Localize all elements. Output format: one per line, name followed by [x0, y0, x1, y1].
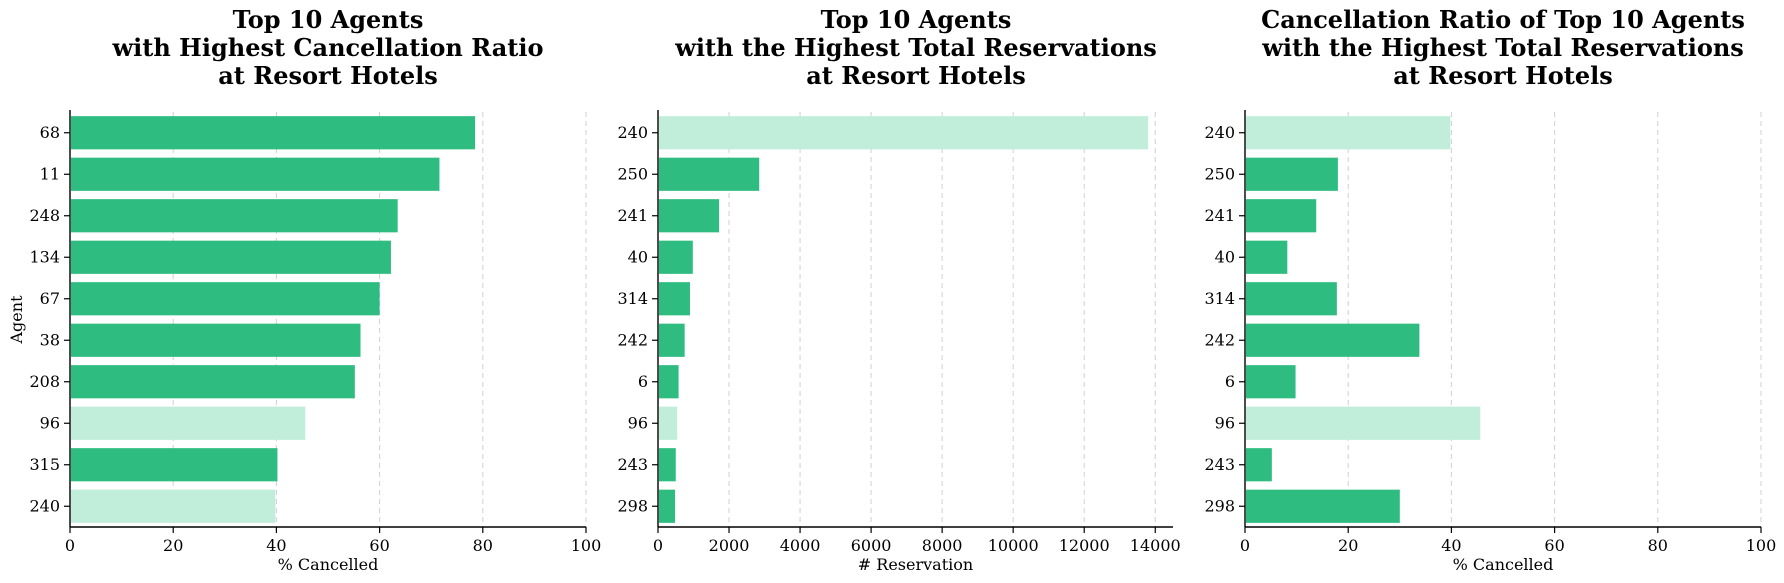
- y-tick-label: 67: [40, 289, 60, 308]
- y-tick-label: 248: [29, 206, 60, 225]
- chart-title-line: with Highest Cancellation Ratio: [112, 33, 544, 62]
- y-tick-label: 250: [617, 164, 648, 183]
- chart-title-line: Top 10 Agents: [233, 5, 424, 34]
- bar-agent-314: [659, 282, 690, 316]
- x-tick-label: 0: [1240, 536, 1250, 555]
- x-tick-label: 60: [369, 536, 389, 555]
- bar-agent-134: [71, 240, 391, 274]
- y-tick-label: 40: [1215, 247, 1235, 266]
- x-tick-label: 12000: [1059, 536, 1110, 555]
- bar-agent-240: [1246, 116, 1451, 150]
- x-tick-label: 80: [1648, 536, 1668, 555]
- chart-title-line: at Resort Hotels: [218, 61, 437, 90]
- y-tick-label: 208: [29, 372, 60, 391]
- bar-agent-243: [1246, 448, 1272, 482]
- bar-agent-11: [71, 157, 440, 191]
- y-tick-label: 243: [617, 455, 648, 474]
- x-tick-label: 100: [1746, 536, 1777, 555]
- bar-agent-298: [1246, 489, 1400, 523]
- x-tick-label: 10000: [988, 536, 1039, 555]
- bar-agent-242: [659, 323, 685, 357]
- bar-agent-40: [1246, 240, 1288, 274]
- y-tick-label: 242: [617, 330, 648, 349]
- chart-title-line: Top 10 Agents: [821, 5, 1012, 34]
- bar-agent-250: [1246, 157, 1338, 191]
- x-tick-label: 40: [1441, 536, 1461, 555]
- y-tick-label: 96: [628, 413, 648, 432]
- bar-agent-68: [71, 116, 476, 150]
- bar-agent-242: [1246, 323, 1420, 357]
- y-tick-label: 241: [1204, 206, 1235, 225]
- bar-agent-240: [71, 489, 276, 523]
- x-tick-label: 6000: [851, 536, 892, 555]
- y-tick-label: 243: [1204, 455, 1235, 474]
- x-axis-label: # Reservation: [858, 555, 973, 574]
- chart-title-line: at Resort Hotels: [806, 61, 1025, 90]
- chart-title-line: Cancellation Ratio of Top 10 Agents: [1261, 5, 1745, 34]
- y-tick-label: 6: [638, 372, 648, 391]
- bar-agent-96: [1246, 406, 1481, 440]
- x-tick-label: 20: [163, 536, 183, 555]
- y-tick-label: 11: [40, 164, 60, 183]
- bar-agent-6: [659, 365, 679, 399]
- bar-agent-243: [659, 448, 676, 482]
- bar-agent-208: [71, 365, 355, 399]
- y-tick-label: 242: [1204, 330, 1235, 349]
- y-tick-label: 6: [1225, 372, 1235, 391]
- y-tick-label: 314: [1204, 289, 1235, 308]
- y-tick-label: 134: [29, 247, 60, 266]
- x-tick-label: 100: [571, 536, 602, 555]
- y-tick-label: 298: [617, 496, 648, 515]
- y-tick-label: 240: [1204, 123, 1235, 142]
- y-tick-label: 38: [40, 330, 60, 349]
- y-tick-label: 315: [29, 455, 60, 474]
- y-tick-label: 298: [1204, 496, 1235, 515]
- y-tick-label: 314: [617, 289, 648, 308]
- y-axis-label: Agent: [7, 295, 26, 345]
- bar-agent-6: [1246, 365, 1296, 399]
- x-tick-label: 14000: [1130, 536, 1181, 555]
- chart-cancellation-ratio-top-reservations: Cancellation Ratio of Top 10 Agentswith …: [1204, 5, 1776, 574]
- y-tick-label: 240: [617, 123, 648, 142]
- bar-agent-241: [1246, 199, 1317, 233]
- x-axis-label: % Cancelled: [1453, 555, 1554, 574]
- x-tick-label: 4000: [780, 536, 821, 555]
- x-tick-label: 20: [1338, 536, 1358, 555]
- bar-agent-241: [659, 199, 720, 233]
- bar-agent-250: [659, 157, 760, 191]
- x-tick-label: 0: [65, 536, 75, 555]
- bar-agent-96: [659, 406, 678, 440]
- y-tick-label: 240: [29, 496, 60, 515]
- y-tick-label: 96: [1215, 413, 1235, 432]
- bar-agent-67: [71, 282, 380, 316]
- bar-agent-314: [1246, 282, 1337, 316]
- bar-agent-248: [71, 199, 398, 233]
- x-tick-label: 40: [266, 536, 286, 555]
- y-tick-label: 250: [1204, 164, 1235, 183]
- x-tick-label: 2000: [709, 536, 750, 555]
- x-axis-label: % Cancelled: [278, 555, 379, 574]
- y-tick-label: 68: [40, 123, 60, 142]
- chart-title-line: with the Highest Total Reservations: [674, 33, 1157, 62]
- bar-agent-315: [71, 448, 278, 482]
- bar-agent-240: [659, 116, 1149, 150]
- bar-agent-298: [659, 489, 676, 523]
- chart-title-line: with the Highest Total Reservations: [1261, 33, 1744, 62]
- y-tick-label: 96: [40, 413, 60, 432]
- x-tick-label: 80: [473, 536, 493, 555]
- bar-agent-38: [71, 323, 361, 357]
- y-tick-label: 40: [628, 247, 648, 266]
- x-tick-label: 0: [653, 536, 663, 555]
- bar-agent-96: [71, 406, 306, 440]
- bar-agent-40: [659, 240, 693, 274]
- chart-title-line: at Resort Hotels: [1393, 61, 1612, 90]
- x-tick-label: 60: [1544, 536, 1564, 555]
- y-tick-label: 241: [617, 206, 648, 225]
- x-tick-label: 8000: [922, 536, 963, 555]
